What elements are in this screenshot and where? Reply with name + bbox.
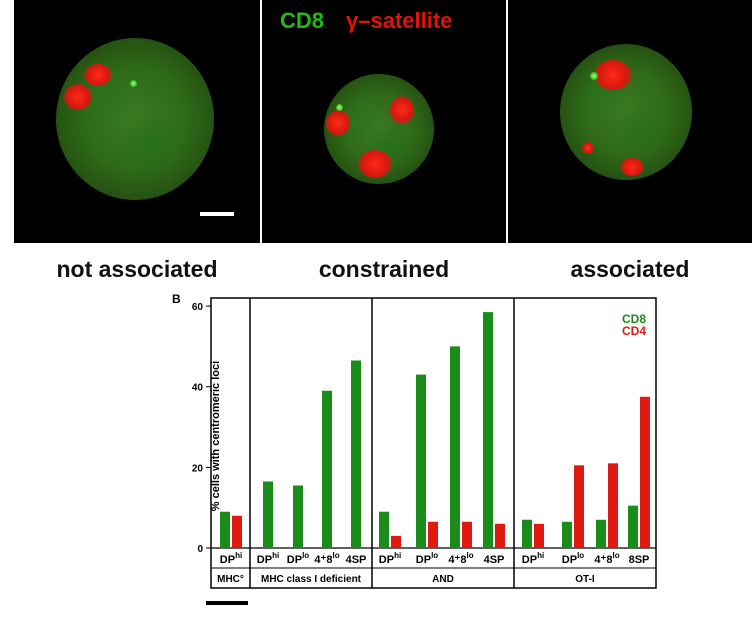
category-label: 4SP bbox=[346, 554, 367, 566]
bar-cd4 bbox=[391, 535, 401, 548]
cd8-locus-spot bbox=[130, 80, 137, 87]
bar-cd8 bbox=[450, 346, 460, 548]
micrograph-associated bbox=[508, 0, 752, 243]
bar-cd8 bbox=[416, 374, 426, 548]
bar-cd8 bbox=[293, 485, 303, 548]
legend-cd4: CD4 bbox=[622, 324, 646, 338]
bar-cd4 bbox=[574, 465, 584, 548]
gamma-satellite-spot bbox=[64, 84, 92, 110]
bar-cd8 bbox=[596, 519, 606, 548]
chart-frame bbox=[210, 297, 657, 589]
group-label: MHC class I deficient bbox=[261, 574, 362, 585]
gamma-satellite-spot bbox=[620, 158, 644, 176]
bar-cd4 bbox=[462, 521, 472, 548]
y-tick-label: 40 bbox=[192, 383, 204, 394]
micrograph-constrained bbox=[262, 0, 506, 243]
category-label: DPhi bbox=[220, 551, 242, 566]
category-label: DPlo bbox=[416, 551, 439, 566]
category-label: DPhi bbox=[522, 551, 544, 566]
bar-cd4 bbox=[640, 396, 650, 548]
caption-constrained: constrained bbox=[318, 256, 450, 282]
gamma-satellite-spot bbox=[358, 150, 392, 178]
bar-cd4 bbox=[495, 523, 505, 548]
category-label: DPlo bbox=[562, 551, 585, 566]
category-label: 4⁺8lo bbox=[594, 551, 619, 566]
bar-cd8 bbox=[379, 511, 389, 548]
y-tick-label: 20 bbox=[192, 463, 204, 474]
gamma-satellite-spot bbox=[84, 64, 112, 86]
bar-cd4 bbox=[232, 515, 242, 548]
bar-cd8 bbox=[562, 521, 572, 548]
bar-cd4 bbox=[608, 463, 618, 548]
group-label: MHC° bbox=[217, 574, 244, 585]
caption-associated: associated bbox=[570, 256, 690, 282]
scale-bar bbox=[200, 212, 234, 216]
bar-cd4 bbox=[534, 523, 544, 548]
bar-cd8 bbox=[322, 390, 332, 548]
category-label: DPlo bbox=[287, 551, 310, 566]
gamma-satellite-spot bbox=[390, 96, 414, 124]
cd8-locus-spot bbox=[336, 104, 343, 111]
category-label: 4⁺8lo bbox=[314, 551, 339, 566]
scale-bar bbox=[206, 601, 248, 605]
caption-not-associated: not associated bbox=[56, 256, 218, 282]
micrograph-not-associated bbox=[14, 0, 260, 243]
cd8-locus-spot bbox=[590, 72, 598, 80]
category-label: 4SP bbox=[484, 554, 505, 566]
category-label: 8SP bbox=[629, 554, 650, 566]
category-label: DPhi bbox=[257, 551, 279, 566]
category-label: DPhi bbox=[379, 551, 401, 566]
group-label: OT-I bbox=[575, 574, 595, 585]
gamma-satellite-spot bbox=[326, 110, 350, 136]
bar-cd8 bbox=[628, 505, 638, 548]
gamma-satellite-spot bbox=[594, 60, 632, 90]
category-label: 4⁺8lo bbox=[448, 551, 473, 566]
y-tick-label: 0 bbox=[197, 544, 203, 555]
bar-cd8 bbox=[263, 481, 273, 548]
y-tick-label: 60 bbox=[192, 302, 204, 313]
group-label: AND bbox=[432, 574, 454, 585]
bar-cd8 bbox=[522, 519, 532, 548]
legend-cd8: CD8 bbox=[622, 312, 646, 326]
bar-cd8 bbox=[220, 511, 230, 548]
gamma-satellite-spot bbox=[582, 142, 594, 154]
bar-cd4 bbox=[428, 521, 438, 548]
nucleus bbox=[56, 38, 214, 200]
bar-cd8 bbox=[351, 360, 361, 548]
bar-cd8 bbox=[483, 312, 493, 548]
legend-cd8-micrograph: CD8 bbox=[280, 8, 325, 33]
legend-gamma-satellite: γ–satellite bbox=[346, 8, 453, 33]
panel-label: B bbox=[172, 292, 181, 306]
